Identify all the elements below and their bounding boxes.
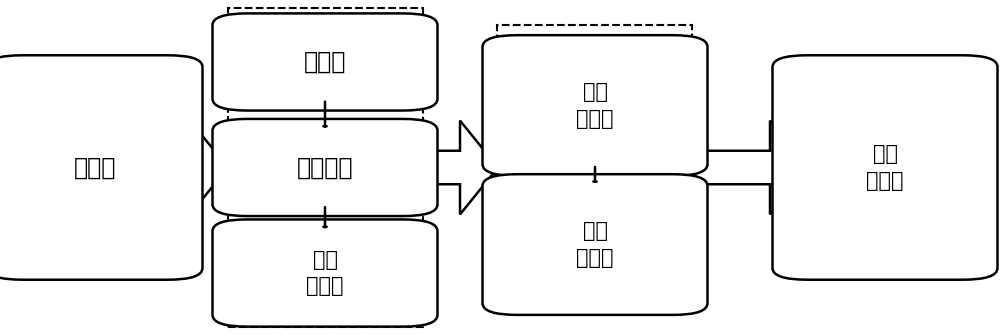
FancyBboxPatch shape — [212, 119, 438, 216]
Text: 端点
检测器: 端点 检测器 — [576, 82, 614, 129]
Text: 动脉
拓扑树: 动脉 拓扑树 — [866, 144, 904, 191]
Text: 初始
中心线: 初始 中心线 — [306, 250, 344, 296]
FancyBboxPatch shape — [482, 174, 707, 315]
Bar — [497, 25, 692, 310]
Text: 距离图: 距离图 — [304, 50, 346, 74]
Text: 轨迹
提取器: 轨迹 提取器 — [576, 221, 614, 268]
Bar — [228, 8, 422, 327]
FancyBboxPatch shape — [772, 55, 997, 280]
FancyBboxPatch shape — [212, 219, 438, 327]
FancyBboxPatch shape — [482, 35, 707, 176]
FancyBboxPatch shape — [212, 13, 438, 111]
Text: 快速步进: 快速步进 — [297, 155, 353, 180]
Polygon shape — [172, 121, 228, 214]
Polygon shape — [693, 121, 808, 214]
FancyBboxPatch shape — [0, 55, 202, 280]
Polygon shape — [423, 121, 498, 214]
Text: 动脉树: 动脉树 — [74, 155, 116, 180]
